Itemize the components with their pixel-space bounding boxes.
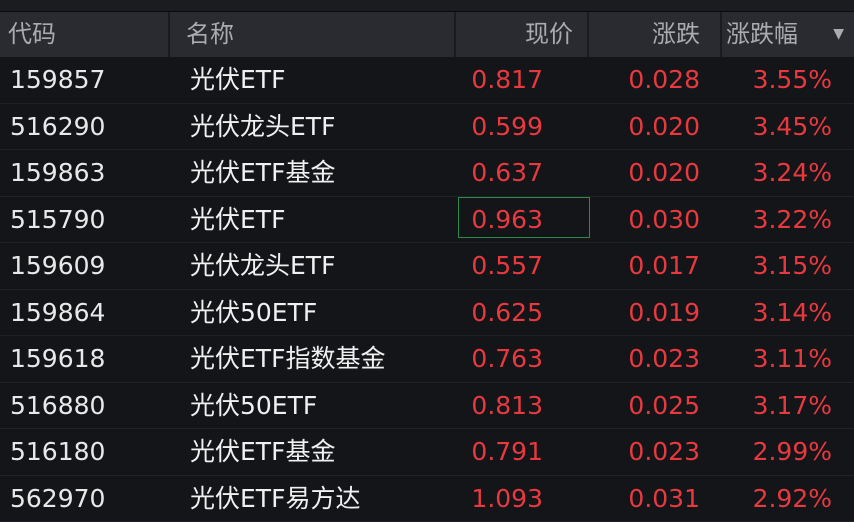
header-pct-label: 涨跌幅 [726,20,798,48]
selected-cell-outline [458,196,590,238]
code-cell: 515790 [10,204,106,234]
table-row[interactable]: 159857 光伏ETF 0.817 0.028 3.55% [0,57,854,104]
table-row[interactable]: 159863 光伏ETF基金 0.637 0.020 3.24% [0,150,854,197]
header-code[interactable]: 代码 [0,12,170,57]
table-row[interactable]: 515790 光伏ETF 0.963 0.030 3.22% [0,196,854,243]
price-cell: 0.813 [471,390,543,420]
change-cell: 0.019 [628,297,700,327]
code-cell: 159618 [10,344,106,373]
name-cell: 光伏ETF基金 [190,437,336,466]
price-cell: 1.093 [471,483,543,513]
price-cell: 0.557 [471,251,543,280]
pct-cell: 3.45% [752,111,832,141]
name-cell: 光伏ETF基金 [190,158,336,187]
change-cell: 0.017 [628,251,700,280]
etf-table: 159857 光伏ETF 0.817 0.028 3.55% 516290 光伏龙头ETF 0… [0,57,854,522]
code-cell: 159609 [10,251,106,280]
code-cell: 516880 [10,390,106,420]
pct-cell: 3.24% [752,158,832,187]
header-change[interactable]: 涨跌 [589,12,722,57]
code-cell: 516290 [10,111,106,141]
price-cell: 0.637 [471,158,543,187]
code-cell: 159857 [10,65,106,94]
sort-desc-icon[interactable]: ▼ [833,26,844,42]
change-cell: 0.028 [628,65,700,94]
top-bar [0,0,854,12]
pct-cell: 3.11% [752,344,832,373]
table-row[interactable]: 516290 光伏龙头ETF 0.599 0.020 3.45% [0,104,854,150]
pct-cell: 3.17% [752,390,832,420]
code-cell: 516180 [10,437,106,466]
name-cell: 光伏龙头ETF [190,251,336,280]
name-cell: 光伏ETF指数基金 [190,344,386,373]
price-cell: 0.763 [471,344,543,373]
pct-cell: 3.22% [752,204,832,234]
table-row[interactable]: 159609 光伏龙头ETF 0.557 0.017 3.15% [0,243,854,290]
table-row[interactable]: 159864 光伏50ETF 0.625 0.019 3.14% [0,290,854,336]
code-cell: 159863 [10,158,106,187]
name-cell: 光伏龙头ETF [190,111,336,141]
header-name[interactable]: 名称 [170,12,456,57]
name-cell: 光伏ETF易方达 [190,483,361,513]
change-cell: 0.023 [628,344,700,373]
pct-cell: 3.14% [752,297,832,327]
price-text: 0.963 [471,204,543,234]
pct-cell: 2.92% [752,483,832,513]
header-price[interactable]: 现价 [456,12,589,57]
table-row[interactable]: 159618 光伏ETF指数基金 0.763 0.023 3.11% [0,336,854,383]
change-cell: 0.025 [628,390,700,420]
table-row[interactable]: 562970 光伏ETF易方达 1.093 0.031 2.92% [0,476,854,522]
change-cell: 0.020 [628,158,700,187]
price-cell: 0.817 [471,65,543,94]
name-cell: 光伏ETF [190,204,286,234]
change-cell: 0.030 [628,204,700,234]
code-cell: 159864 [10,297,106,327]
table-row[interactable]: 516180 光伏ETF基金 0.791 0.023 2.99% [0,429,854,476]
table-header: 代码 名称 现价 涨跌 涨跌幅 ▼ [0,12,854,57]
price-cell: 0.791 [471,437,543,466]
name-cell: 光伏ETF [190,65,286,94]
name-cell: 光伏50ETF [190,390,318,420]
pct-cell: 2.99% [752,437,832,466]
header-pct[interactable]: 涨跌幅 ▼ [722,12,854,57]
price-cell: 0.625 [471,297,543,327]
code-cell: 562970 [10,483,106,513]
name-cell: 光伏50ETF [190,297,318,327]
change-cell: 0.031 [628,483,700,513]
price-cell: 0.963 [456,196,590,243]
change-cell: 0.023 [628,437,700,466]
pct-cell: 3.55% [752,65,832,94]
price-cell: 0.599 [471,111,543,141]
change-cell: 0.020 [628,111,700,141]
table-row[interactable]: 516880 光伏50ETF 0.813 0.025 3.17% [0,383,854,429]
pct-cell: 3.15% [752,251,832,280]
